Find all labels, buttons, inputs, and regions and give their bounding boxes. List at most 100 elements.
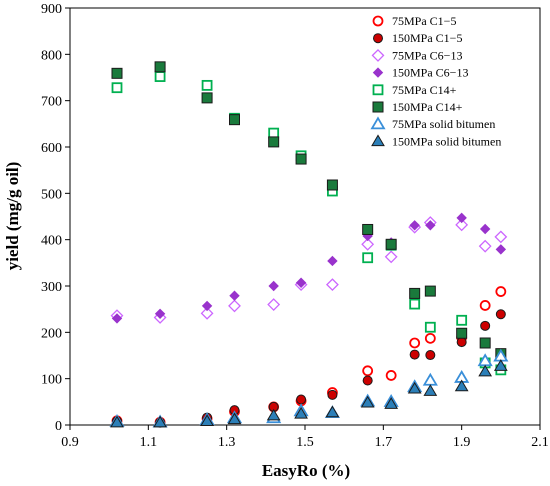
data-point xyxy=(154,71,166,82)
x-tick-label: 0.9 xyxy=(61,435,79,450)
data-point xyxy=(111,67,123,79)
series-2 xyxy=(112,309,506,428)
legend-item: 75MPa solid bitumen xyxy=(370,116,495,131)
legend-marker xyxy=(372,15,384,27)
data-point xyxy=(495,244,507,255)
series-3 xyxy=(110,216,508,324)
data-point xyxy=(267,298,281,311)
data-point xyxy=(425,350,436,361)
series-1 xyxy=(111,286,507,428)
data-point xyxy=(479,223,491,235)
x-tick-label: 2.1 xyxy=(531,435,549,450)
data-point xyxy=(294,406,308,419)
legend-marker xyxy=(373,33,383,44)
data-point xyxy=(201,300,213,312)
data-point xyxy=(268,280,279,292)
data-point xyxy=(229,290,240,301)
data-point xyxy=(456,337,467,348)
data-point xyxy=(456,327,468,339)
x-tick-label: 1.1 xyxy=(140,435,158,450)
data-point xyxy=(200,306,214,320)
data-point xyxy=(268,127,280,139)
legend-item: 150MPa C1−5 xyxy=(373,31,462,45)
data-point xyxy=(266,408,281,421)
data-point xyxy=(154,61,166,73)
legend-item: 75MPa C6−13 xyxy=(371,48,462,62)
legend-label: 150MPa solid bitumen xyxy=(392,134,501,148)
y-tick-label: 0 xyxy=(55,419,62,434)
data-point xyxy=(296,394,307,405)
legend-label: 75MPa C14+ xyxy=(392,83,457,97)
data-point xyxy=(478,364,493,377)
data-point xyxy=(409,298,421,310)
data-point xyxy=(494,230,508,244)
data-point xyxy=(480,320,491,331)
y-tick-label: 300 xyxy=(41,280,62,295)
data-point xyxy=(227,412,242,425)
data-point xyxy=(153,415,167,428)
legend-label: 150MPa C1−5 xyxy=(392,31,462,45)
data-point xyxy=(478,239,492,253)
data-point xyxy=(200,414,214,426)
y-tick-label: 200 xyxy=(41,326,62,341)
data-point xyxy=(423,384,438,396)
legend-label: 150MPa C6−13 xyxy=(392,66,468,80)
legend-label: 75MPa C6−13 xyxy=(392,48,462,62)
data-point xyxy=(325,278,339,292)
data-point xyxy=(362,252,374,264)
legend-marker xyxy=(371,48,385,62)
legend-item: 150MPa C6−13 xyxy=(372,66,468,80)
data-point xyxy=(384,250,398,264)
x-axis: 0.9 1.1 1.3 1.5 1.7 1.9 2.1 xyxy=(61,425,549,450)
y-tick-label: 800 xyxy=(41,48,62,63)
data-point xyxy=(456,314,468,326)
data-point xyxy=(479,337,491,349)
legend-marker xyxy=(371,134,385,147)
x-tick-label: 1.5 xyxy=(296,435,314,450)
data-point xyxy=(110,415,124,428)
data-point xyxy=(493,359,508,371)
data-point xyxy=(327,389,338,400)
data-point xyxy=(385,238,397,250)
series-4 xyxy=(111,212,507,324)
legend-label: 150MPa C14+ xyxy=(392,100,463,114)
plot-area xyxy=(69,7,541,426)
y-tick-label: 600 xyxy=(41,141,62,156)
legend-label: 75MPa solid bitumen xyxy=(392,117,495,131)
data-point xyxy=(409,287,421,299)
x-tick-label: 1.9 xyxy=(453,435,471,450)
y-axis: 0 100 200 300 400 500 600 700 800 900 xyxy=(41,2,70,434)
data-point xyxy=(384,397,399,409)
data-point xyxy=(362,365,374,377)
data-point xyxy=(362,223,374,235)
data-point xyxy=(456,212,467,224)
data-point xyxy=(424,332,436,344)
data-point xyxy=(295,153,307,165)
legend-marker xyxy=(372,101,384,113)
data-point xyxy=(407,381,422,394)
data-point xyxy=(424,321,436,333)
data-point xyxy=(360,395,375,408)
data-marks xyxy=(109,61,509,428)
legend-marker xyxy=(372,84,384,96)
data-point xyxy=(425,220,436,231)
data-point xyxy=(495,309,506,320)
series-7 xyxy=(109,348,509,428)
data-point xyxy=(111,313,123,324)
data-point xyxy=(362,375,373,386)
x-axis-title: EasyRo (%) xyxy=(262,461,350,480)
y-axis-title: yield (mg/g oil) xyxy=(3,162,22,271)
y-tick-label: 500 xyxy=(41,187,62,202)
data-point xyxy=(154,308,166,320)
y-tick-label: 100 xyxy=(41,373,62,388)
legend-item: 75MPa C14+ xyxy=(372,83,457,97)
data-point xyxy=(229,114,240,126)
data-point xyxy=(361,237,375,251)
y-tick-label: 400 xyxy=(41,234,62,249)
x-tick-label: 1.7 xyxy=(375,435,393,450)
data-point xyxy=(111,82,123,94)
x-tick-label: 1.3 xyxy=(218,435,236,450)
legend-item: 150MPa C14+ xyxy=(372,100,463,114)
data-point xyxy=(385,370,397,381)
